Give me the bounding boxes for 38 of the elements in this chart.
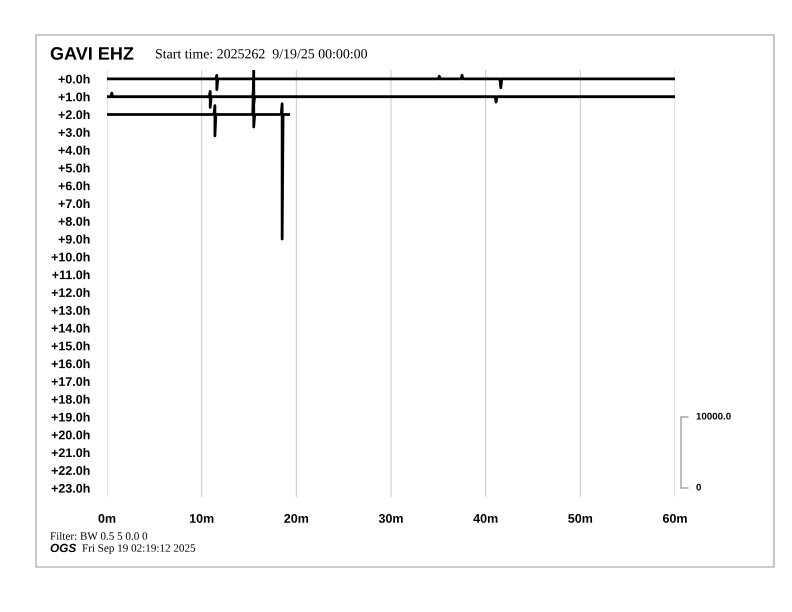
y-tick-label: +22.0h	[52, 466, 90, 475]
y-tick-label: +5.0h	[58, 163, 90, 173]
y-tick-label: +6.0h	[58, 181, 90, 190]
x-tick-label: 20m	[284, 514, 308, 523]
chart-subtitle: Start time: 2025262 9/19/25 00:00:00	[156, 49, 368, 59]
text: 0	[696, 484, 702, 491]
x-tick-label: 10m	[190, 514, 214, 523]
text: OGS	[50, 544, 76, 552]
y-tick-label: +12.0h	[52, 288, 90, 298]
y-tick-label: +3.0h	[58, 128, 90, 137]
y-tick-label: +8.0h	[58, 216, 90, 226]
y-tick-label: +4.0h	[58, 146, 90, 155]
y-tick-label: +20.0h	[52, 430, 90, 440]
x-tick-label: 60m	[662, 514, 687, 523]
y-tick-label: +7.0h	[58, 198, 90, 208]
chart-title: GAVI EHZ	[50, 47, 134, 60]
x-tick-label: 0m	[98, 514, 116, 523]
y-tick-label: +17.0h	[52, 376, 90, 386]
y-tick-label: +13.0h	[52, 306, 90, 315]
text: Filter: BW 0.5 5 0.0 0	[50, 532, 148, 540]
y-tick-label: +21.0h	[52, 448, 90, 458]
y-tick-label: +15.0h	[52, 341, 90, 350]
y-tick-label: +11.0h	[52, 270, 90, 280]
y-tick-label: +9.0h	[58, 234, 90, 244]
x-tick-label: 30m	[378, 514, 403, 523]
y-tick-label: +14.0h	[52, 323, 90, 333]
text: 10000.0	[696, 412, 731, 420]
x-tick-label: 40m	[473, 514, 498, 523]
y-tick-label: +0.0h	[58, 74, 90, 84]
y-tick-label: +10.0h	[52, 252, 90, 262]
y-tick-label: +19.0h	[52, 412, 90, 422]
y-tick-label: +1.0h	[58, 92, 90, 102]
text: Fri Sep 19 02:19:12 2025	[82, 544, 196, 554]
y-tick-label: +23.0h	[52, 484, 90, 493]
y-tick-label: +18.0h	[52, 394, 90, 404]
y-tick-label: +16.0h	[52, 359, 90, 368]
y-tick-label: +2.0h	[58, 110, 90, 120]
x-tick-label: 50m	[568, 514, 592, 523]
